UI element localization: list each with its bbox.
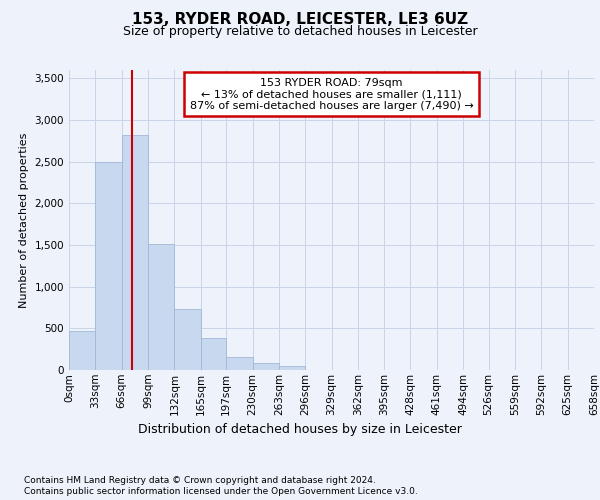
Bar [175, 309, 200, 370]
Bar [148, 244, 175, 370]
Text: 153 RYDER ROAD: 79sqm
← 13% of detached houses are smaller (1,111)
87% of semi-d: 153 RYDER ROAD: 79sqm ← 13% of detached … [190, 78, 473, 110]
Bar [122, 135, 148, 370]
Text: Distribution of detached houses by size in Leicester: Distribution of detached houses by size … [138, 422, 462, 436]
Text: Contains public sector information licensed under the Open Government Licence v3: Contains public sector information licen… [24, 488, 418, 496]
Text: 153, RYDER ROAD, LEICESTER, LE3 6UZ: 153, RYDER ROAD, LEICESTER, LE3 6UZ [132, 12, 468, 28]
Text: Size of property relative to detached houses in Leicester: Size of property relative to detached ho… [122, 25, 478, 38]
Y-axis label: Number of detached properties: Number of detached properties [19, 132, 29, 308]
Bar [200, 338, 226, 370]
Bar [253, 364, 279, 370]
Bar [226, 357, 253, 370]
Text: Contains HM Land Registry data © Crown copyright and database right 2024.: Contains HM Land Registry data © Crown c… [24, 476, 376, 485]
Bar [69, 331, 95, 370]
Bar [95, 162, 122, 370]
Bar [279, 366, 305, 370]
